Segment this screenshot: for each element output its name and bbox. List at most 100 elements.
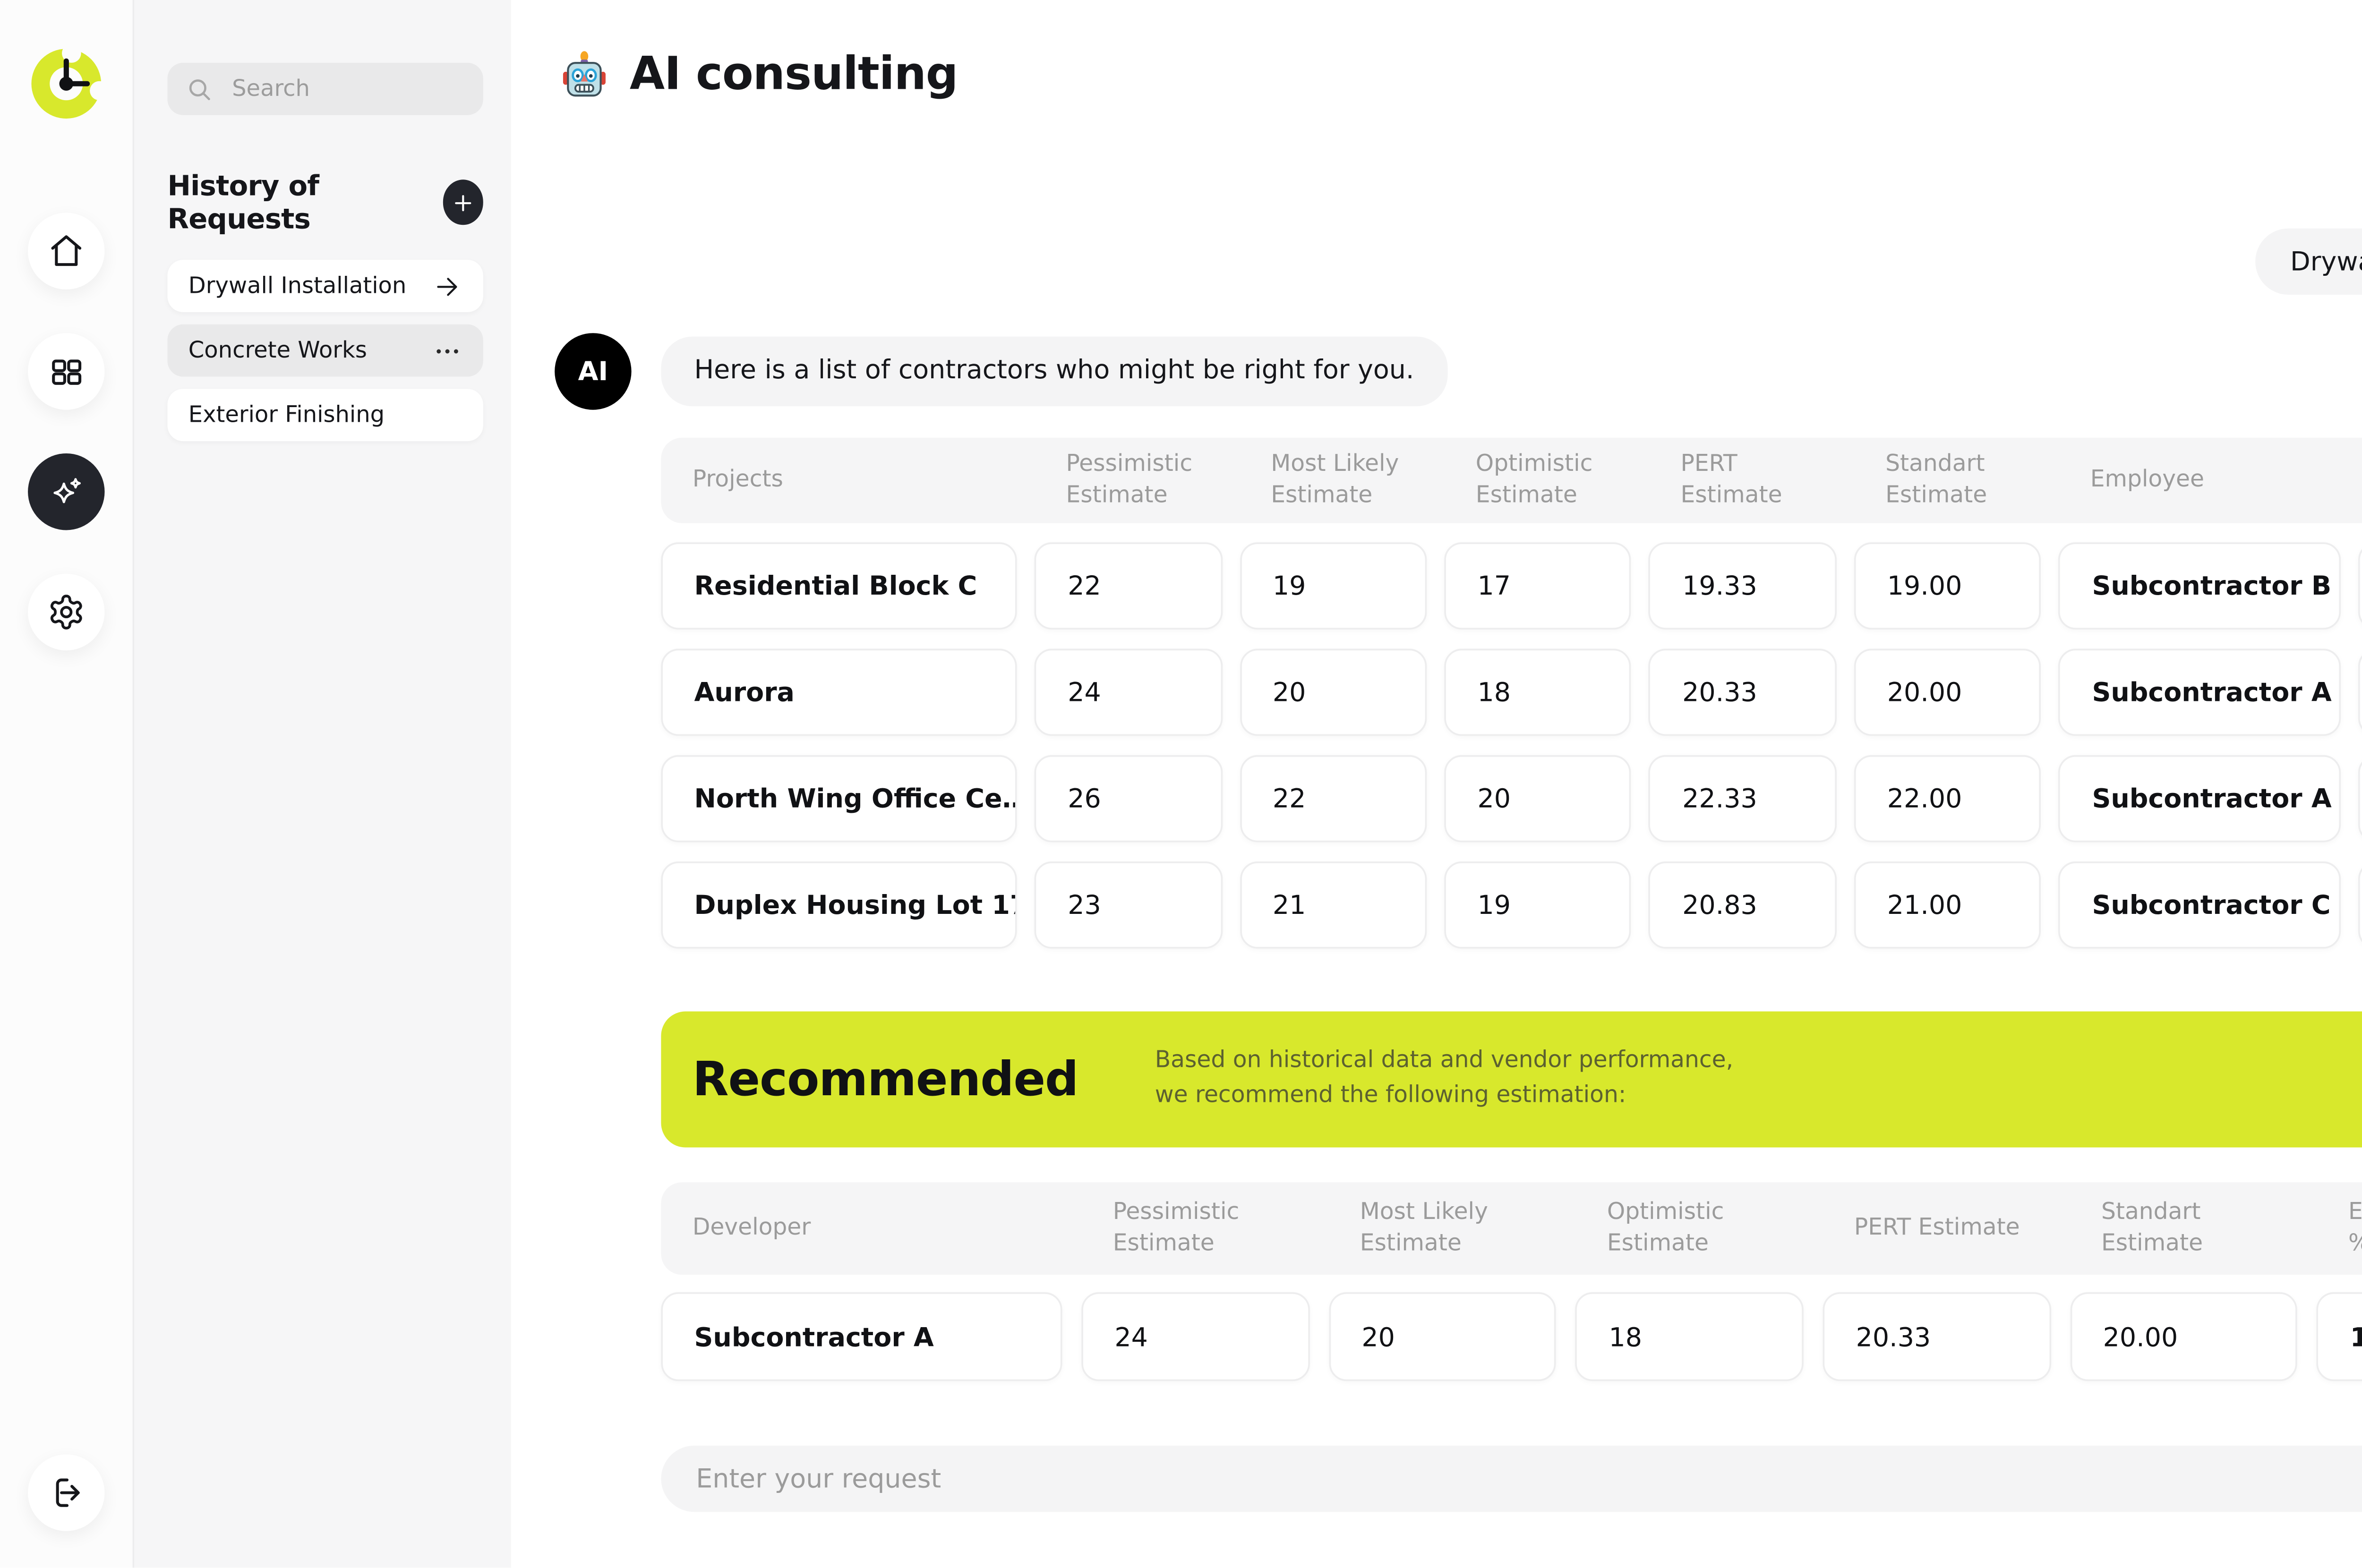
- col-header: Developer: [692, 1215, 811, 1241]
- standart-cell: 19.00: [1854, 542, 2042, 630]
- pessimistic-cell: 26: [1035, 755, 1222, 843]
- most-likely-cell: 19: [1239, 542, 1427, 630]
- col-header: Standart Estimate: [1885, 451, 1987, 509]
- table-row: Subcontractor A 24 20 18 20.33 20.00 100…: [661, 1292, 2362, 1381]
- search-icon: [185, 74, 214, 104]
- col-header: Projects: [692, 467, 783, 493]
- col-header: PERT Estimate: [1680, 451, 1782, 509]
- request-input-bar: [661, 1445, 2362, 1512]
- history-title: History of Requests: [167, 169, 319, 236]
- pessimistic-cell: 24: [1035, 648, 1222, 736]
- history-item-exterior-finishing[interactable]: Exterior Finishing: [167, 389, 483, 442]
- most-likely-cell: 20: [1328, 1292, 1557, 1381]
- pert-cell: 20.33: [1823, 1292, 2051, 1381]
- project-cell: Duplex Housing Lot 17: [661, 861, 1018, 949]
- pert-cell: 20.83: [1649, 861, 1837, 949]
- rail-nav: [28, 213, 105, 651]
- recommended-table-header: Developer Pessimistic Estimate Most Like…: [661, 1182, 2362, 1275]
- search-bar[interactable]: [167, 62, 483, 115]
- ai-message-bubble: Here is a list of contractors who might …: [661, 336, 1447, 406]
- col-header: Estimate match %: [2348, 1199, 2362, 1256]
- developer-cell: Subcontractor A: [661, 1292, 1062, 1381]
- project-cell: Residential Block C: [661, 542, 1018, 630]
- history-item-label: Concrete Works: [188, 337, 367, 364]
- logout-button[interactable]: [28, 1454, 105, 1531]
- clock-logo-icon: [28, 45, 105, 122]
- pessimistic-cell: 24: [1081, 1292, 1309, 1381]
- optimistic-cell: 19: [1444, 861, 1632, 949]
- grid-icon: [47, 352, 86, 391]
- recommended-banner: Recommended Based on historical data and…: [661, 1011, 2362, 1148]
- standart-cell: 22.00: [1854, 755, 2042, 843]
- plus-icon: [454, 194, 471, 211]
- logout-icon: [47, 1474, 86, 1512]
- most-likely-cell: 20: [1239, 648, 1427, 736]
- sidebar: History of Requests Drywall Installation…: [134, 0, 511, 1568]
- history-item-label: Exterior Finishing: [188, 402, 385, 428]
- home-button[interactable]: [28, 213, 105, 290]
- more-options-icon: [433, 336, 462, 366]
- table-row: Residential Block C 22 19 17 19.33 19.00…: [661, 542, 2362, 630]
- history-item-drywall-installation[interactable]: Drywall Installation: [167, 260, 483, 312]
- most-likely-cell: 21: [1239, 861, 1427, 949]
- col-header: Optimistic Estimate: [1607, 1199, 1724, 1257]
- col-header: Employee: [2090, 467, 2204, 493]
- contractors-table-header: Projects Pessimistic Estimate Most Likel…: [661, 437, 2362, 523]
- gear-icon: [47, 593, 86, 631]
- dashboard-button[interactable]: [28, 333, 105, 410]
- col-header: Most Likely Estimate: [1271, 451, 1399, 509]
- new-request-button[interactable]: [442, 179, 483, 225]
- col-header: Pessimistic Estimate: [1066, 451, 1193, 509]
- search-input[interactable]: [228, 74, 466, 104]
- icon-rail: [0, 0, 135, 1568]
- request-input[interactable]: [692, 1461, 2362, 1496]
- standart-cell: 21.00: [1854, 861, 2042, 949]
- recommended-title: Recommended: [692, 1052, 1079, 1107]
- standart-cell: 20.00: [2070, 1292, 2298, 1381]
- match-cell: 97.50%: [2357, 542, 2362, 630]
- contractors-table: Projects Pessimistic Estimate Most Likel…: [661, 437, 2362, 949]
- table-row: North Wing Office Ce… 26 22 20 22.33 22.…: [661, 755, 2362, 843]
- ai-message-row: AI Here is a list of contractors who mig…: [555, 333, 1447, 410]
- col-header: Optimistic Estimate: [1475, 451, 1593, 509]
- optimistic-cell: 20: [1444, 755, 1632, 843]
- user-message-row: Drywall installation JD: [2255, 227, 2362, 297]
- col-header: Most Likely Estimate: [1360, 1199, 1488, 1257]
- page-header: AI consulting: [558, 49, 958, 101]
- col-header: PERT Estimate: [1854, 1215, 2020, 1241]
- project-cell: Aurora: [661, 648, 1018, 736]
- match-cell: 100.00%: [2317, 1292, 2362, 1381]
- history-item-label: Drywall Installation: [188, 273, 407, 299]
- arrow-right-icon: [433, 271, 462, 301]
- ai-assistant-button[interactable]: [28, 453, 105, 530]
- settings-button[interactable]: [28, 573, 105, 651]
- robot-emoji-icon: [558, 49, 611, 101]
- employee-cell: Subcontractor B: [2059, 542, 2340, 630]
- employee-cell: Subcontractor A: [2059, 755, 2340, 843]
- history-item-concrete-works[interactable]: Concrete Works: [167, 324, 483, 377]
- home-icon: [47, 232, 86, 270]
- ai-avatar: AI: [555, 333, 632, 410]
- col-header: Standart Estimate: [2101, 1199, 2203, 1257]
- most-likely-cell: 22: [1239, 755, 1427, 843]
- optimistic-cell: 18: [1444, 648, 1632, 736]
- employee-cell: Subcontractor A: [2059, 648, 2340, 736]
- col-header: Pessimistic Estimate: [1113, 1199, 1240, 1257]
- table-row: Aurora 24 20 18 20.33 20.00 Subcontracto…: [661, 648, 2362, 736]
- col-header: Estimate match %: [2357, 449, 2362, 511]
- user-message-bubble: Drywall installation: [2255, 228, 2362, 295]
- history-header: History of Requests: [167, 169, 483, 235]
- sparkles-icon: [47, 473, 86, 511]
- recommended-description: Based on historical data and vendor perf…: [1155, 1047, 1734, 1109]
- project-cell: North Wing Office Ce…: [661, 755, 1018, 843]
- table-row: Duplex Housing Lot 17 23 21 19 20.83 21.…: [661, 861, 2362, 949]
- employee-cell: Subcontractor C: [2059, 861, 2340, 949]
- page-title: AI consulting: [629, 49, 958, 102]
- pert-cell: 20.33: [1649, 648, 1837, 736]
- match-cell: 100.00%: [2357, 648, 2362, 736]
- pessimistic-cell: 23: [1035, 861, 1222, 949]
- standart-cell: 20.00: [1854, 648, 2042, 736]
- optimistic-cell: 17: [1444, 542, 1632, 630]
- match-cell: 96.00%: [2357, 755, 2362, 843]
